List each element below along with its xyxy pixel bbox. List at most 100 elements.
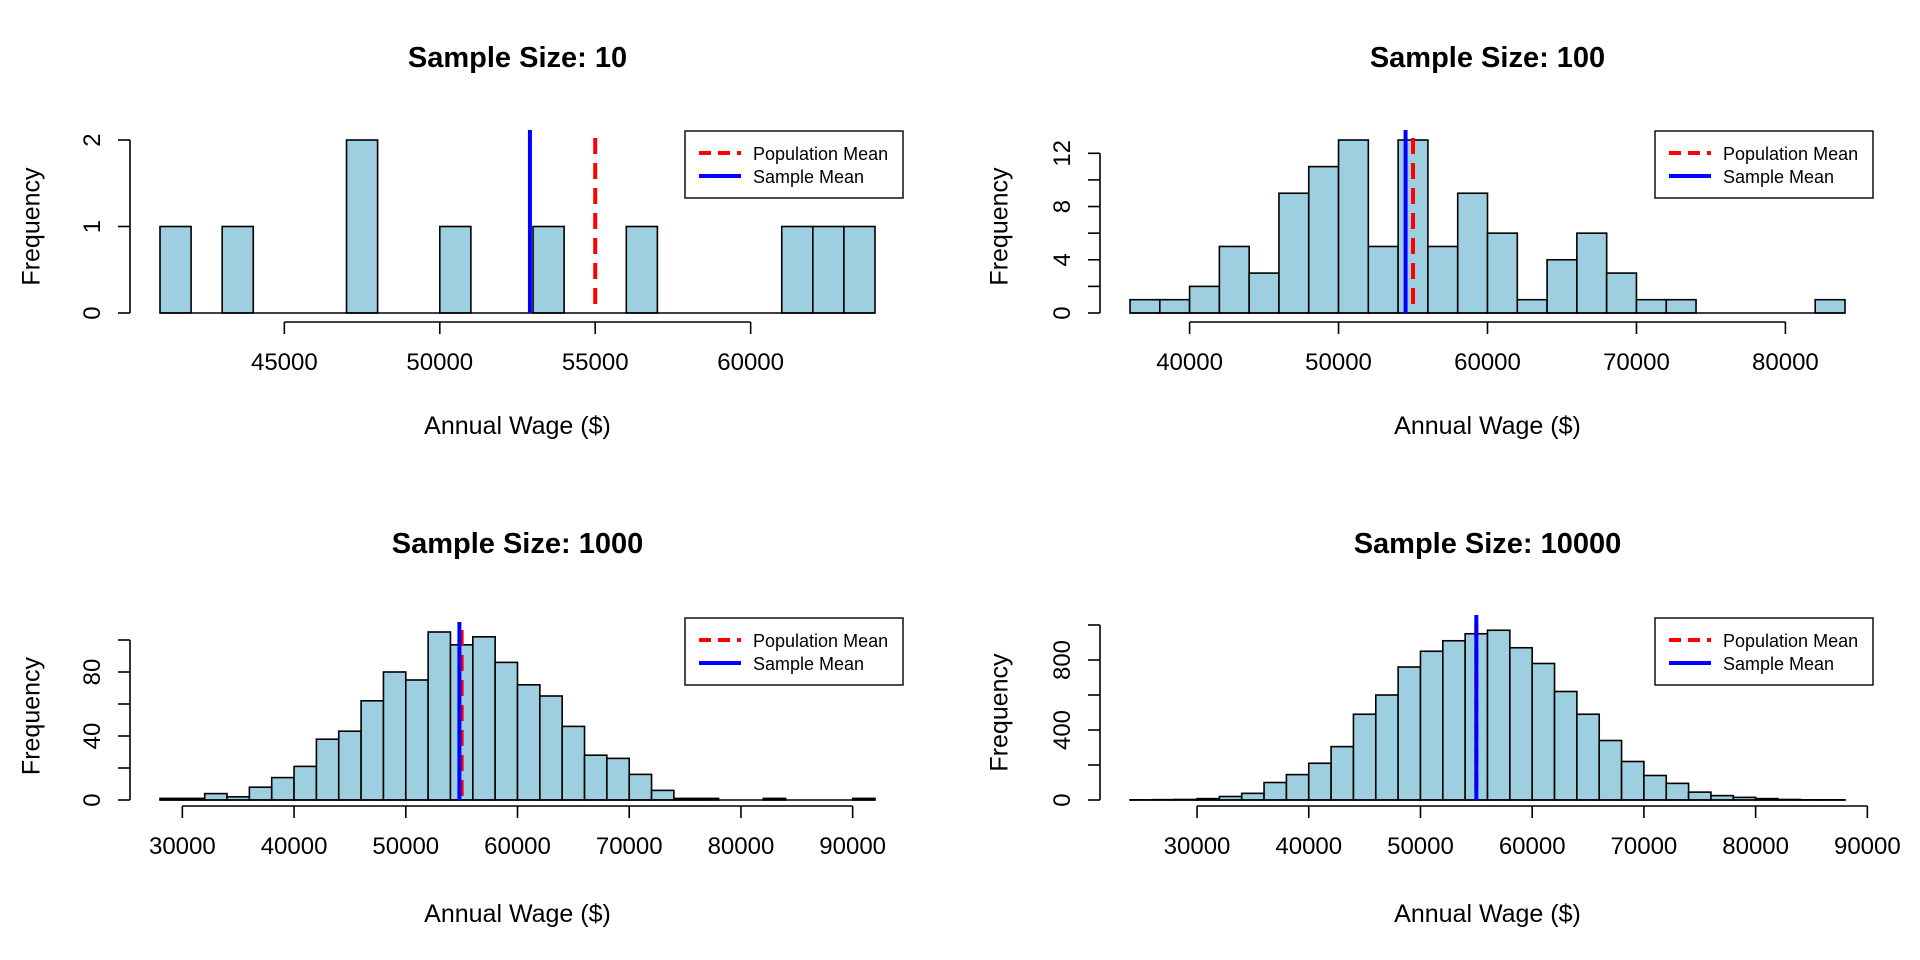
histogram-bar: [1352, 713, 1377, 801]
histogram-bar: [1307, 165, 1340, 314]
histogram-bar: [628, 773, 653, 801]
y-tick-label: 1: [79, 220, 106, 233]
legend-label-sample-mean: Sample Mean: [753, 167, 864, 187]
histogram-bar: [315, 738, 340, 801]
x-tick-label: 40000: [1275, 833, 1342, 860]
histogram-bar: [1442, 639, 1466, 801]
histogram-bar: [1248, 272, 1280, 314]
y-tick-label: 400: [1049, 710, 1076, 750]
histogram-bar: [1218, 245, 1250, 314]
histogram-bar: [1516, 298, 1548, 314]
x-tick-label: 40000: [261, 833, 328, 860]
histogram-bar: [345, 139, 379, 314]
histogram-bar: [1419, 650, 1444, 801]
y-axis-label: Frequency: [986, 653, 1014, 772]
histogram-bar: [1427, 245, 1459, 314]
histogram-bar: [1605, 272, 1638, 314]
x-tick-label: 70000: [1603, 349, 1670, 376]
histogram-bar: [1576, 713, 1601, 801]
x-tick-label: 60000: [1499, 833, 1566, 860]
x-tick-label: 70000: [1611, 833, 1678, 860]
y-tick-label: 0: [79, 793, 106, 806]
histogram-bar: [561, 725, 586, 801]
histogram-bar: [1553, 690, 1578, 801]
histogram-bar: [337, 730, 362, 801]
x-axis-label: Annual Wage ($): [1394, 900, 1581, 928]
histogram-bar: [1665, 782, 1690, 801]
histogram-bar: [1278, 192, 1310, 314]
legend: Population Mean Sample Mean: [684, 130, 904, 199]
histogram-bar: [1263, 781, 1288, 801]
y-tick-label: 40: [79, 723, 106, 750]
x-tick-label: 80000: [708, 833, 775, 860]
histogram-panel-2: Sample Size: 100 40000 50000 60000 70000 8000…: [986, 42, 1874, 440]
histogram-bar: [532, 225, 565, 314]
histogram-bar: [1620, 760, 1645, 801]
legend-box: [684, 617, 904, 686]
chart-title: Sample Size: 1000: [392, 528, 643, 560]
histogram-bar: [1486, 629, 1511, 801]
histogram-bar: [494, 661, 519, 801]
x-tick-label: 60000: [484, 833, 551, 860]
histogram-bar: [516, 683, 541, 801]
histogram-bar: [1665, 298, 1697, 314]
histogram-bar: [293, 765, 318, 801]
histogram-bar: [404, 679, 429, 801]
x-tick-label: 30000: [1164, 833, 1231, 860]
histogram-bar: [1814, 298, 1846, 314]
x-tick-label: 90000: [1834, 833, 1901, 860]
histogram-bar: [1397, 666, 1422, 801]
histogram-bar: [1337, 139, 1370, 314]
histogram-bar: [427, 631, 452, 801]
legend-box: [1654, 617, 1874, 686]
y-tick-label: 80: [79, 659, 106, 686]
histogram-bar: [650, 789, 675, 801]
histogram-bar: [270, 776, 295, 801]
histogram-bar: [625, 225, 659, 314]
legend-label-population-mean: Population Mean: [1723, 144, 1858, 164]
y-tick-label: 0: [79, 306, 106, 319]
y-tick-label: 800: [1049, 640, 1076, 680]
histogram-bar: [1546, 258, 1578, 314]
y-tick-label: 0: [1049, 793, 1076, 806]
legend-label-sample-mean: Sample Mean: [753, 654, 864, 674]
x-tick-label: 30000: [149, 833, 216, 860]
x-tick-label: 50000: [1305, 349, 1372, 376]
histogram-bar: [382, 671, 407, 801]
histogram-bar: [1240, 792, 1265, 801]
y-tick-label: 2: [79, 133, 106, 146]
y-axis-label: Frequency: [18, 656, 46, 775]
histogram-bar: [780, 225, 814, 314]
histogram-bar: [159, 225, 192, 314]
y-tick-label: 0: [1049, 306, 1076, 319]
histogram-bar: [1307, 762, 1332, 801]
histogram-bar: [583, 754, 608, 801]
histogram-bar: [1285, 773, 1310, 801]
y-tick-label: 4: [1049, 253, 1076, 266]
histogram-panel-4: Sample Size: 10000 30000 40000 50000 60000 70…: [986, 528, 1901, 928]
histogram-bar: [1635, 298, 1668, 314]
histogram-bar: [843, 225, 876, 314]
histogram-bar: [360, 699, 385, 801]
legend-label-population-mean: Population Mean: [753, 144, 888, 164]
x-tick-label: 50000: [1387, 833, 1454, 860]
histogram-bar: [1531, 662, 1556, 801]
x-tick-label: 70000: [596, 833, 663, 860]
legend: Population Mean Sample Mean: [1654, 617, 1874, 686]
histogram-bar: [248, 786, 273, 801]
x-tick-label: 80000: [1722, 833, 1789, 860]
histogram-bar: [606, 757, 631, 801]
x-tick-label: 40000: [1156, 349, 1223, 376]
y-tick-label: 12: [1049, 140, 1076, 167]
x-tick-label: 90000: [819, 833, 886, 860]
legend: Population Mean Sample Mean: [1654, 130, 1874, 199]
histogram-bar: [1188, 285, 1221, 314]
histogram-bar: [1643, 774, 1668, 801]
histogram-panel-3: Sample Size: 1000 30000 40000 50000 60000 700…: [18, 528, 904, 928]
histogram-bar: [1158, 298, 1191, 314]
legend-label-population-mean: Population Mean: [1723, 631, 1858, 651]
x-axis-label: Annual Wage ($): [424, 900, 611, 928]
histogram-bar: [1598, 739, 1623, 801]
histogram-bar: [812, 225, 845, 314]
